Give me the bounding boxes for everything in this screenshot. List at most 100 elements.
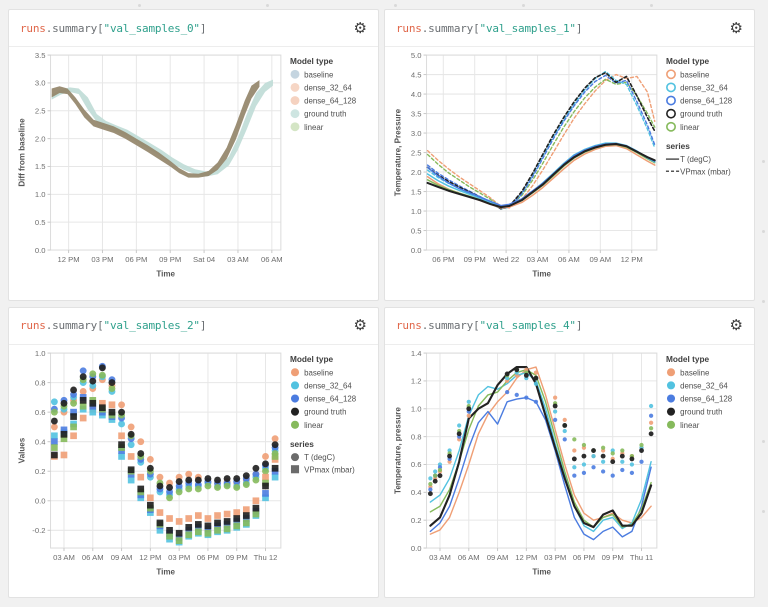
panel-title: runs.summary["val_samples_4"]: [396, 319, 729, 332]
chart-val-samples-4[interactable]: 0.0 0.2 0.4 0.6 0.8 1.0 1.2 1.4 03 AM 06 AM 09 AM 1…: [385, 345, 754, 598]
svg-text:5.0: 5.0: [411, 51, 422, 60]
svg-text:2.5: 2.5: [411, 148, 422, 157]
gear-icon[interactable]: ⚙: [729, 316, 743, 334]
svg-text:3.0: 3.0: [35, 79, 46, 88]
gridlines: [50, 54, 281, 251]
gear-icon[interactable]: ⚙: [353, 18, 367, 37]
grid-handle-dot: [762, 440, 765, 443]
svg-text:baseline: baseline: [304, 368, 334, 377]
svg-text:09 PM: 09 PM: [602, 553, 624, 562]
series: [427, 365, 654, 540]
grid-handle-dot: [522, 4, 525, 7]
panel-header: runs.summary["val_samples_4"] ⚙: [385, 308, 754, 345]
grid-handle-dot: [138, 4, 141, 7]
panel-val-samples-4: runs.summary["val_samples_4"] ⚙ 0.0 0.2 0.…: [384, 306, 755, 598]
grid-handle-dot: [762, 510, 765, 513]
series: [426, 70, 656, 210]
svg-text:series: series: [666, 142, 690, 151]
chart-val-samples-2[interactable]: -0.2 0.0 0.2 0.4 0.6 0.8 1.0 03 AM 06 AM 09 AM 12 …: [9, 345, 378, 598]
axes: 0.0 0.2 0.4 0.6 0.8 1.0 1.2 1.4 03 AM 06 AM 09 AM 1…: [393, 348, 653, 575]
svg-text:linear: linear: [680, 123, 700, 132]
svg-text:06 AM: 06 AM: [261, 255, 283, 264]
svg-text:series: series: [290, 440, 314, 449]
svg-text:Values: Values: [17, 437, 26, 463]
title-accessor: .summary[: [45, 319, 104, 332]
svg-text:dense_32_64: dense_32_64: [304, 83, 352, 92]
grid-handle-dot: [762, 300, 765, 303]
svg-text:09 AM: 09 AM: [111, 553, 133, 562]
svg-text:1.5: 1.5: [411, 187, 422, 196]
svg-text:Time: Time: [532, 567, 551, 576]
svg-text:dense_64_128: dense_64_128: [304, 97, 357, 106]
svg-text:ground truth: ground truth: [304, 110, 346, 119]
svg-text:dense_32_64: dense_32_64: [680, 83, 728, 92]
chart-val-samples-0[interactable]: 0.0 0.5 1.0 1.5 2.0 2.5 3.0 3.5 12 PM 03 PM 06 PM 0…: [9, 47, 378, 300]
svg-text:3.5: 3.5: [411, 109, 422, 118]
grid-handle-dot: [762, 230, 765, 233]
svg-text:12 PM: 12 PM: [515, 553, 537, 562]
legend: Model type baseline dense_32_64 dense_64_12…: [290, 355, 357, 474]
chart-svg: -0.2 0.0 0.2 0.4 0.6 0.8 1.0 03 AM 06 AM 09 AM 12 …: [17, 348, 357, 576]
gridlines: [426, 54, 657, 251]
svg-text:Temperature, pressure: Temperature, pressure: [393, 406, 402, 493]
svg-text:0.4: 0.4: [35, 437, 46, 446]
title-key: "val_samples_1": [479, 21, 577, 35]
title-accessor: .summary[: [421, 319, 480, 332]
gear-icon[interactable]: ⚙: [729, 18, 743, 37]
svg-text:0.8: 0.8: [35, 378, 46, 387]
svg-text:Sat 04: Sat 04: [193, 255, 216, 264]
legend: Model type baseline dense_32_64 dense_64_12…: [666, 355, 733, 430]
series: [51, 79, 273, 178]
svg-text:0.4: 0.4: [411, 488, 422, 497]
svg-text:4.0: 4.0: [411, 90, 422, 99]
svg-text:09 PM: 09 PM: [226, 553, 248, 562]
title-key: "val_samples_0": [103, 21, 201, 35]
svg-text:1.2: 1.2: [411, 376, 422, 385]
svg-text:03 PM: 03 PM: [91, 255, 113, 264]
svg-text:Time: Time: [532, 269, 551, 278]
svg-text:0.6: 0.6: [35, 407, 46, 416]
svg-text:Temperature, Pressure: Temperature, Pressure: [393, 108, 402, 196]
svg-text:1.0: 1.0: [411, 207, 422, 216]
grid-handle-dot: [650, 4, 653, 7]
svg-text:0.0: 0.0: [411, 246, 422, 255]
title-bracket: ]: [199, 21, 207, 35]
title-bracket: ]: [575, 319, 583, 332]
panel-header: runs.summary["val_samples_1"] ⚙: [385, 10, 754, 47]
svg-text:03 AM: 03 AM: [227, 255, 249, 264]
title-bracket: ]: [575, 21, 583, 35]
chart-val-samples-1[interactable]: 0.0 0.5 1.0 1.5 2.0 2.5 3.0 3.5 4.0 4.5 5.0 06 PM 09…: [385, 47, 754, 300]
title-accessor: .summary[: [421, 21, 480, 35]
svg-text:0.5: 0.5: [35, 218, 46, 227]
svg-text:dense_64_128: dense_64_128: [680, 97, 733, 106]
svg-text:baseline: baseline: [680, 70, 710, 79]
svg-text:Diff from baseline: Diff from baseline: [17, 118, 26, 187]
svg-text:Thu 11: Thu 11: [630, 553, 653, 562]
panel-val-samples-0: runs.summary["val_samples_0"] ⚙ 0.0 0.5 1.…: [8, 9, 379, 301]
panel-val-samples-2: runs.summary["val_samples_2"] ⚙ -0.2 0.0 0…: [8, 306, 379, 598]
svg-text:03 AM: 03 AM: [53, 553, 75, 562]
svg-text:Model type: Model type: [290, 355, 334, 364]
svg-text:0.0: 0.0: [35, 496, 46, 505]
svg-text:06 PM: 06 PM: [197, 553, 219, 562]
series: [50, 362, 279, 545]
svg-text:1.0: 1.0: [411, 404, 422, 413]
title-object: runs: [20, 21, 46, 35]
svg-text:03 PM: 03 PM: [168, 553, 190, 562]
svg-text:1.0: 1.0: [35, 348, 46, 357]
svg-text:12 PM: 12 PM: [621, 255, 643, 264]
svg-text:0.2: 0.2: [35, 466, 46, 475]
svg-text:1.4: 1.4: [411, 348, 422, 357]
svg-text:09 AM: 09 AM: [487, 553, 509, 562]
panel-title: runs.summary["val_samples_2"]: [20, 319, 353, 332]
svg-text:0.2: 0.2: [411, 515, 422, 524]
svg-text:1.0: 1.0: [35, 190, 46, 199]
title-key: "val_samples_2": [103, 319, 201, 332]
svg-text:T (degC): T (degC): [680, 155, 711, 164]
svg-text:Time: Time: [156, 567, 175, 576]
gear-icon[interactable]: ⚙: [353, 316, 367, 334]
title-object: runs: [20, 319, 46, 332]
legend: Model type baseline dense_32_64 dense_64_12…: [665, 57, 733, 176]
svg-text:0.8: 0.8: [411, 432, 422, 441]
